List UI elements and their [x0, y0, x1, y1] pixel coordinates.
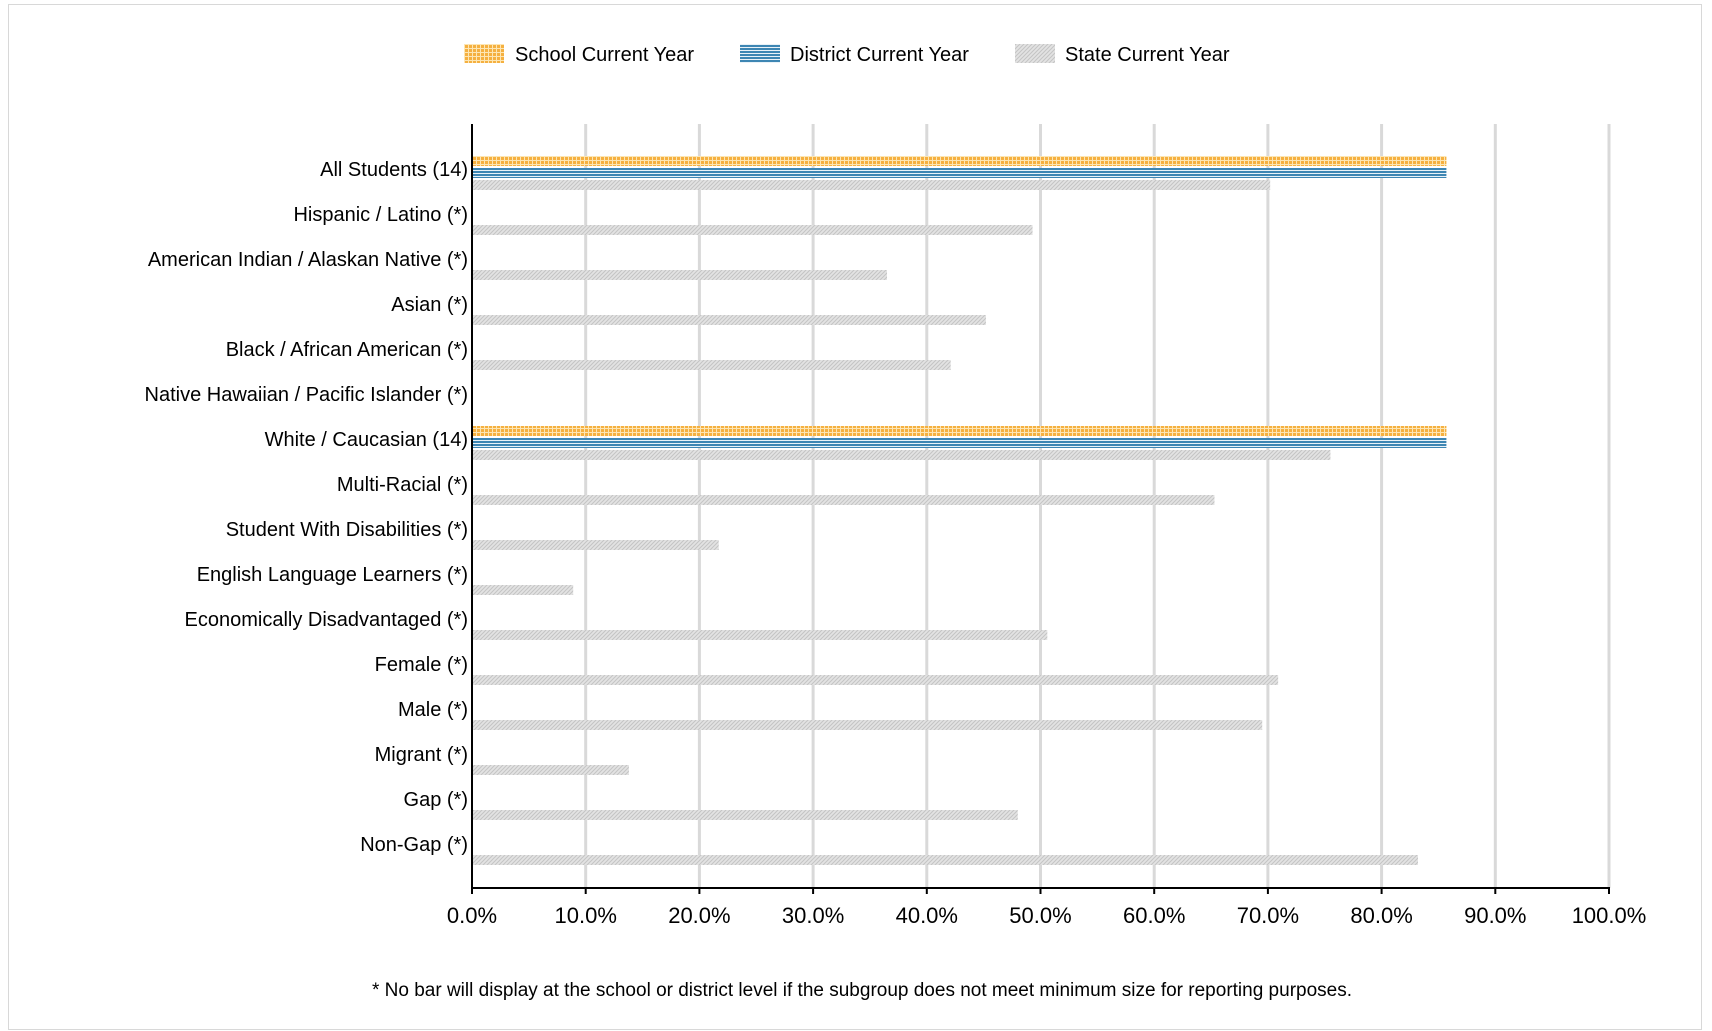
legend-item-district-current-year: District Current Year: [740, 44, 969, 66]
x-tick-label: 20.0%: [668, 903, 730, 928]
bar-state-current-year-3: [473, 315, 986, 325]
y-tick-label: Non-Gap (*): [360, 834, 468, 856]
gridlines: [584, 124, 1611, 888]
bar-state-current-year-15: [473, 855, 1418, 865]
x-tick-label: 40.0%: [896, 903, 958, 928]
bar-state-current-year-11: [473, 675, 1279, 685]
x-tick-label: 60.0%: [1123, 903, 1185, 928]
legend-item-state-current-year: State Current Year: [1015, 44, 1230, 66]
x-tick-label: 80.0%: [1350, 903, 1412, 928]
legend-swatch: [1015, 44, 1055, 63]
bar-school-current-year-0: [473, 156, 1447, 166]
legend-label: State Current Year: [1065, 44, 1230, 66]
y-tick-label: English Language Learners (*): [197, 564, 468, 586]
y-tick-label: Asian (*): [391, 294, 468, 316]
legend-label: School Current Year: [515, 44, 694, 66]
y-axis-labels: All Students (14) Hispanic / Latino (*) Am…: [145, 159, 468, 856]
x-tick-label: 0.0%: [447, 903, 497, 928]
bar-district-current-year-6: [473, 438, 1447, 448]
bar-state-current-year-2: [473, 270, 888, 280]
legend-item-school-current-year: School Current Year: [464, 44, 694, 66]
legend: School Current Year District Current Year…: [464, 44, 1230, 66]
legend-swatch: [740, 44, 780, 63]
bar-state-current-year-7: [473, 495, 1215, 505]
legend-swatch: [464, 44, 504, 63]
bar-state-current-year-8: [473, 540, 719, 550]
bar-state-current-year-4: [473, 360, 951, 370]
y-tick-label: Hispanic / Latino (*): [293, 204, 468, 226]
x-tick-label: 70.0%: [1237, 903, 1299, 928]
axes: [471, 124, 1610, 894]
bar-district-current-year-0: [473, 168, 1447, 178]
bar-state-current-year-6: [473, 450, 1331, 460]
bars: [473, 156, 1447, 865]
y-tick-label: White / Caucasian (14): [265, 429, 468, 451]
x-tick-label: 100.0%: [1572, 903, 1647, 928]
bar-state-current-year-10: [473, 630, 1048, 640]
y-tick-label: Student With Disabilities (*): [226, 519, 468, 541]
y-tick-label: All Students (14): [320, 159, 468, 181]
y-tick-label: Male (*): [398, 699, 468, 721]
footnote: * No bar will display at the school or d…: [372, 980, 1352, 1001]
y-tick-label: Female (*): [375, 654, 468, 676]
y-tick-label: Multi-Racial (*): [337, 474, 468, 496]
x-tick-label: 50.0%: [1009, 903, 1071, 928]
x-tick-label: 30.0%: [782, 903, 844, 928]
bar-state-current-year-14: [473, 810, 1018, 820]
bar-state-current-year-0: [473, 180, 1271, 190]
y-tick-label: Gap (*): [404, 789, 468, 811]
bar-state-current-year-12: [473, 720, 1263, 730]
y-tick-label: Economically Disadvantaged (*): [185, 609, 468, 631]
y-tick-label: American Indian / Alaskan Native (*): [148, 249, 468, 271]
bar-school-current-year-6: [473, 426, 1447, 436]
y-tick-label: Native Hawaiian / Pacific Islander (*): [145, 384, 468, 406]
y-tick-label: Black / African American (*): [226, 339, 468, 361]
x-tick-label: 90.0%: [1464, 903, 1526, 928]
bar-state-current-year-1: [473, 225, 1033, 235]
y-tick-label: Migrant (*): [375, 744, 468, 766]
bar-state-current-year-9: [473, 585, 574, 595]
bar-state-current-year-13: [473, 765, 629, 775]
x-tick-label: 10.0%: [555, 903, 617, 928]
legend-label: District Current Year: [790, 44, 969, 66]
x-axis-labels: 0.0% 10.0% 20.0% 30.0% 40.0% 50.0% 60.0% 70.0% 8…: [447, 903, 1646, 928]
